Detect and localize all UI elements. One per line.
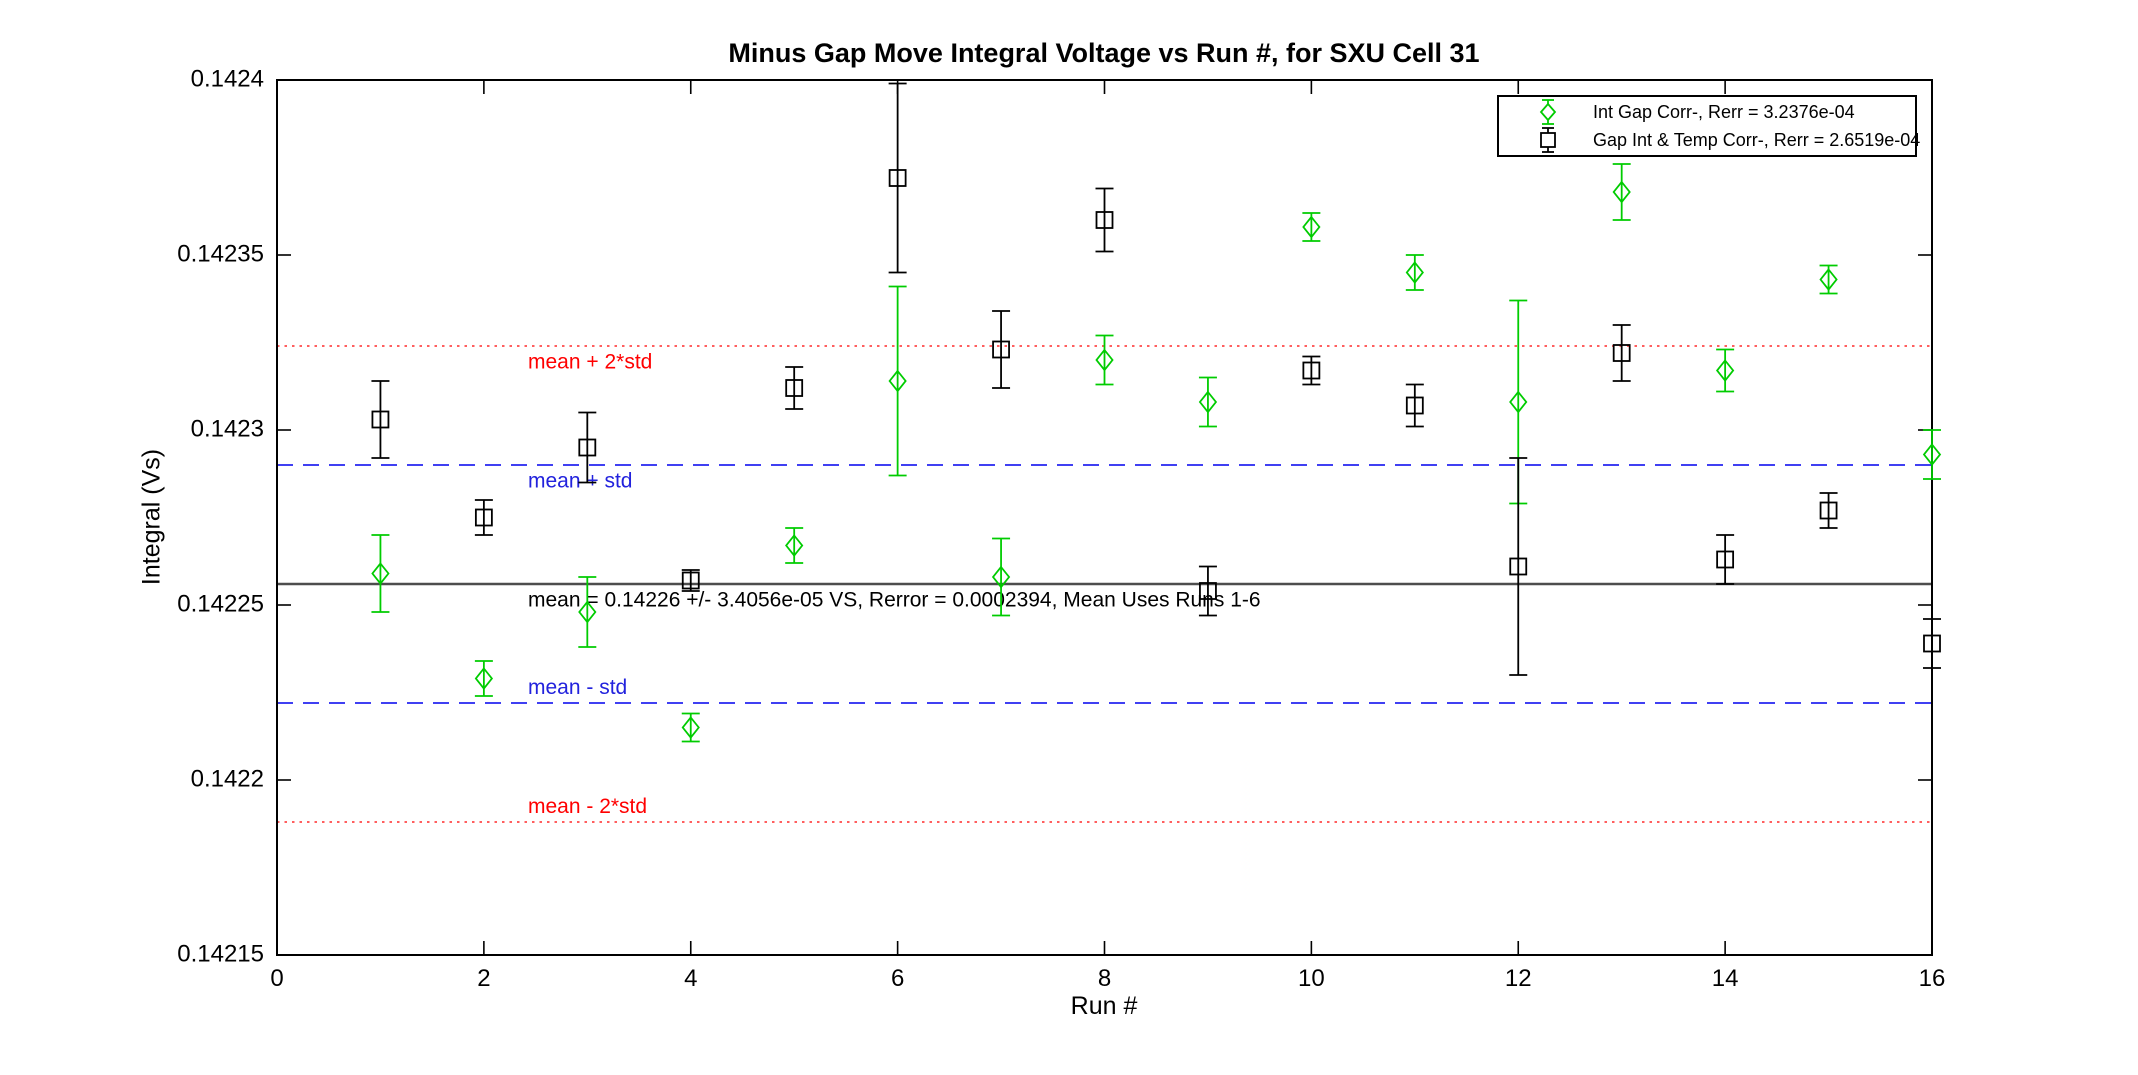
diamond-marker <box>681 716 700 739</box>
diamond-marker <box>1198 390 1218 414</box>
chart-title: Minus Gap Move Integral Voltage vs Run #… <box>728 38 1480 68</box>
legend: Int Gap Corr-, Rerr = 3.2376e-04 Gap Int … <box>1497 95 1920 157</box>
y-tick-label: 0.1424 <box>191 65 264 92</box>
reference-line-label: mean - std <box>528 676 627 699</box>
y-tick-label: 0.1423 <box>191 415 264 442</box>
square-marker <box>1716 550 1735 569</box>
square-marker <box>1612 344 1631 362</box>
reference-line-label: mean - 2*std <box>528 795 647 818</box>
y-tick-label: 0.1422 <box>191 765 264 792</box>
square-icon <box>1540 127 1556 153</box>
reference-line-label: mean + 2*std <box>528 350 652 373</box>
x-tick-label: 8 <box>1098 965 1111 992</box>
square-marker <box>1509 557 1528 576</box>
diamond-marker <box>785 534 804 557</box>
x-tick-label: 12 <box>1505 965 1532 992</box>
diamond-marker <box>1302 215 1321 239</box>
square-marker <box>474 508 493 527</box>
x-tick-label: 2 <box>477 965 490 992</box>
square-marker <box>371 410 390 429</box>
diamond-marker <box>1509 390 1528 414</box>
square-marker <box>1923 634 1941 653</box>
diamond-marker <box>888 369 907 393</box>
legend-item: Int Gap Corr-, Rerr = 3.2376e-04 <box>1499 99 1915 125</box>
square-marker <box>785 379 804 397</box>
square-marker <box>992 340 1010 359</box>
x-tick-label: 14 <box>1712 965 1739 992</box>
legend-item: Gap Int & Temp Corr-, Rerr = 2.6519e-04 <box>1499 127 1920 153</box>
diamond-marker <box>474 667 494 690</box>
x-axis-label: Run # <box>1070 992 1138 1020</box>
square-marker <box>1819 501 1838 520</box>
x-tick-label: 4 <box>684 965 697 992</box>
y-tick-label: 0.14225 <box>177 590 264 617</box>
square-marker <box>681 571 700 590</box>
square-marker <box>578 438 597 457</box>
reference-line-label: mean = 0.14226 +/- 3.4056e-05 VS, Rerror… <box>528 588 1261 611</box>
x-tick-label: 6 <box>891 965 904 992</box>
x-tick-label: 10 <box>1298 965 1325 992</box>
diamond-marker <box>1405 261 1424 284</box>
diamond-marker <box>578 600 597 624</box>
legend-item-label: Gap Int & Temp Corr-, Rerr = 2.6519e-04 <box>1593 129 1921 150</box>
y-tick-label: 0.14235 <box>177 240 264 267</box>
x-tick-label: 0 <box>270 965 283 992</box>
legend-item-label: Int Gap Corr-, Rerr = 3.2376e-04 <box>1593 101 1855 122</box>
square-marker <box>1095 211 1114 229</box>
reference-line-label: mean + std <box>528 469 632 492</box>
diamond-marker <box>1095 348 1114 372</box>
square-marker <box>1302 361 1321 380</box>
diamond-marker <box>1922 443 1942 466</box>
square-marker <box>1405 396 1424 415</box>
diamond-marker <box>1715 359 1735 382</box>
square-marker <box>888 169 907 187</box>
y-tick-label: 0.14215 <box>177 940 264 967</box>
square-marker <box>1199 582 1217 600</box>
x-tick-label: 16 <box>1919 965 1946 992</box>
diamond-marker <box>991 565 1011 589</box>
diamond-icon <box>1539 99 1557 125</box>
diamond-marker <box>371 562 390 585</box>
diamond-marker <box>1612 180 1631 204</box>
diamond-marker <box>1819 268 1838 291</box>
